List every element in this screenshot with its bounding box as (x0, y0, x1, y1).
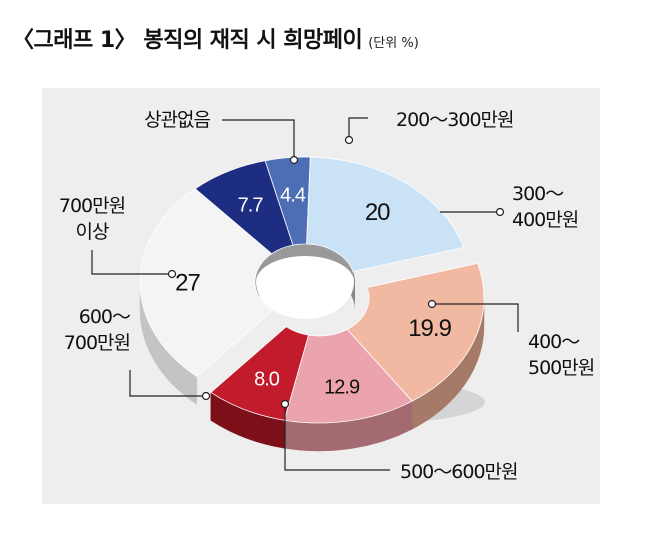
value-label-1: 20 (365, 199, 390, 226)
category-label-6: 상관없음 (144, 109, 210, 131)
callout-dot-1 (495, 207, 505, 217)
category-label-4: 600～ 700만원 (64, 306, 131, 354)
slice-4 (210, 326, 310, 421)
slice-6 (194, 160, 294, 255)
donut-sides (139, 281, 485, 452)
slice-3 (283, 328, 413, 424)
callout-dot-5 (167, 269, 177, 279)
chart-title: 〈그래프 1〉 봉직의 재직 시 희망페이 (12, 28, 363, 53)
callout-line-6 (222, 119, 295, 160)
donut-hole-shade (256, 245, 354, 282)
callout-dot-0 (344, 135, 354, 145)
value-label-6: 7.7 (238, 194, 264, 216)
value-label-5: 27 (175, 270, 200, 297)
value-label-3: 12.9 (324, 376, 360, 398)
callout-dot-6 (289, 155, 299, 165)
donut-hole (256, 245, 354, 319)
donut-slices (139, 156, 485, 424)
callout-labels: 200～300만원 300～ 400만원 400～ 500만원 500～600만원 600～… (59, 109, 595, 483)
unit-label: (단위 %) (368, 36, 419, 51)
category-label-2: 400～ 500만원 (528, 331, 594, 379)
callout-line-0 (348, 117, 368, 140)
callout-line-3 (284, 404, 390, 471)
chart-header: 〈그래프 1〉 봉직의 재직 시 희망페이 (단위 %) (12, 22, 419, 54)
callout-dot-4 (201, 391, 211, 401)
slice-5 (139, 188, 273, 377)
category-label-3: 500～600만원 (400, 461, 518, 483)
value-labels: 4.4 20 19.9 12.9 8.0 27 7.7 (175, 184, 452, 398)
callout-dot-3 (280, 399, 290, 409)
category-label-0: 200～300만원 (396, 109, 514, 131)
slice-1 (306, 156, 465, 272)
callout-line-4 (129, 370, 206, 397)
callout-dot-2 (427, 299, 437, 309)
value-label-4: 8.0 (254, 369, 280, 391)
category-label-5: 700만원 이상 (59, 195, 125, 243)
value-label-0: 4.4 (280, 184, 306, 206)
category-label-1: 300～ 400만원 (512, 183, 578, 231)
value-label-2: 19.9 (408, 315, 451, 342)
callout-line-5 (91, 250, 172, 275)
callout-line-2 (432, 303, 519, 332)
